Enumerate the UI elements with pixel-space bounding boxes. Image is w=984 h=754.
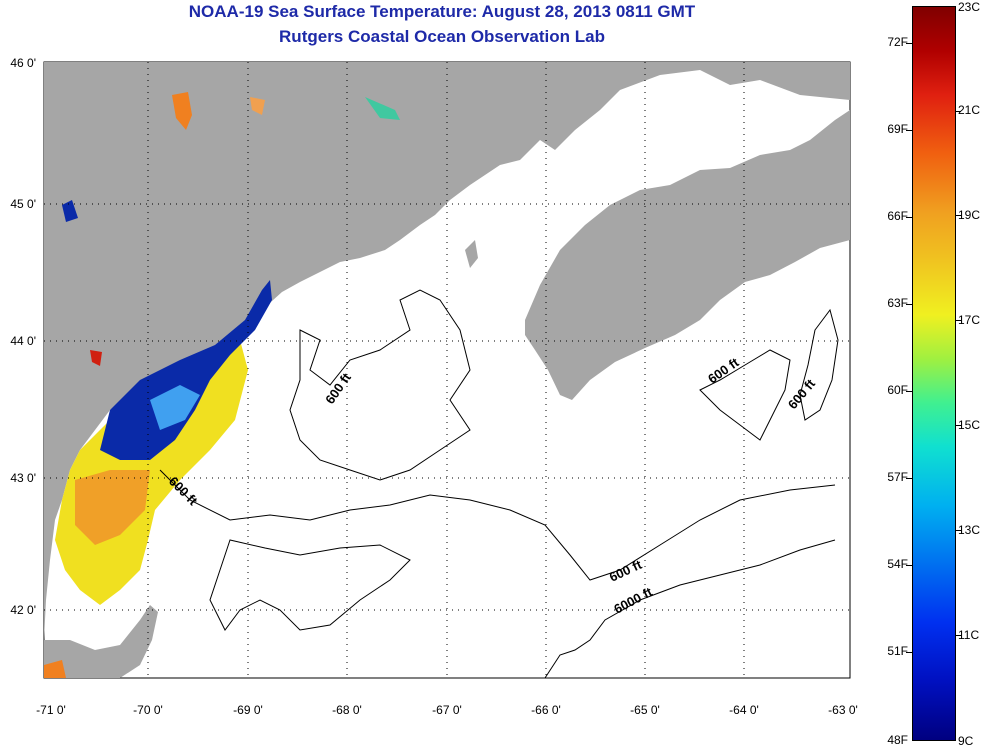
lat-label-44: 44 0' — [10, 334, 36, 348]
lon-label-67: -67 0' — [432, 703, 462, 717]
cb-tick-f — [906, 391, 912, 392]
land-nova-scotia — [525, 110, 850, 400]
sst-inland-patch-2 — [250, 97, 265, 115]
cb-tick-c — [955, 215, 961, 216]
cb-tick-f — [906, 130, 912, 131]
lat-label-42: 42 0' — [10, 603, 36, 617]
cb-tick-f — [906, 565, 912, 566]
sst-inland-patch-4 — [62, 200, 78, 222]
lon-label-64: -64 0' — [729, 703, 759, 717]
cb-tick-f — [906, 304, 912, 305]
land-mainland — [44, 62, 850, 678]
lat-label-45: 45 0' — [10, 197, 36, 211]
lat-label-43: 43 0' — [10, 471, 36, 485]
cb-label-9c: 9C — [958, 734, 974, 748]
map-subtitle: Rutgers Coastal Ocean Observation Lab — [279, 27, 605, 46]
sst-inland-patch-5 — [90, 350, 102, 366]
cb-label-51f: 51F — [887, 644, 908, 658]
sst-inland-patch-3 — [365, 97, 400, 120]
contour-600ft-gulf — [289, 289, 471, 481]
lon-label-68: -68 0' — [332, 703, 362, 717]
cb-label-11c: 11C — [958, 628, 980, 642]
map-title: NOAA-19 Sea Surface Temperature: August … — [188, 2, 696, 21]
lat-label-46: 46 0' — [10, 56, 36, 70]
contour-600ft-scotian-2 — [799, 308, 839, 421]
contour-600ft-shelf — [159, 469, 836, 581]
graticule — [44, 62, 850, 678]
cb-tick-c — [955, 635, 961, 636]
sst-inland-patch-1 — [172, 92, 192, 130]
temperature-colorbar — [912, 6, 956, 741]
cb-tick-c — [955, 425, 961, 426]
sst-cool-band — [150, 385, 200, 430]
cb-label-69f: 69F — [887, 122, 908, 136]
cb-tick-c — [955, 530, 961, 531]
cb-tick-f — [906, 217, 912, 218]
cb-tick-f — [906, 43, 912, 44]
contour-600ft-georges — [209, 539, 411, 631]
lon-label-69: -69 0' — [233, 703, 263, 717]
cb-label-72f: 72F — [887, 35, 908, 49]
sst-orange-patch — [75, 470, 150, 545]
cb-label-63f: 63F — [887, 296, 908, 310]
lon-label-70: -70 0' — [133, 703, 163, 717]
contour-6000ft — [544, 539, 836, 679]
cb-label-15c: 15C — [958, 418, 981, 432]
cb-label-60f: 60F — [887, 383, 908, 397]
lon-label-66: -66 0' — [531, 703, 561, 717]
cb-label-54f: 54F — [887, 557, 908, 571]
lon-label-63: -63 0' — [828, 703, 858, 717]
cb-label-57f: 57F — [887, 470, 908, 484]
contour-600ft-scotian-1 — [699, 349, 791, 441]
lon-label-71: -71 0' — [36, 703, 66, 717]
cb-label-66f: 66F — [887, 209, 908, 223]
cb-label-19c: 19C — [958, 208, 981, 222]
cb-tick-f — [906, 652, 912, 653]
cb-label-23c: 23C — [958, 0, 981, 14]
cb-tick-f — [906, 478, 912, 479]
cb-label-17c: 17C — [958, 313, 981, 327]
lon-label-65: -65 0' — [630, 703, 660, 717]
cb-tick-c — [955, 111, 961, 112]
land-cape-cod — [44, 605, 158, 678]
sst-corner-patch — [44, 660, 66, 678]
sst-cold-upwelling — [100, 280, 272, 460]
cb-tick-c — [955, 320, 961, 321]
cb-label-48f: 48F — [887, 733, 908, 747]
cb-label-13c: 13C — [958, 523, 981, 537]
cb-label-21c: 21C — [958, 103, 981, 117]
land-island — [465, 240, 478, 268]
